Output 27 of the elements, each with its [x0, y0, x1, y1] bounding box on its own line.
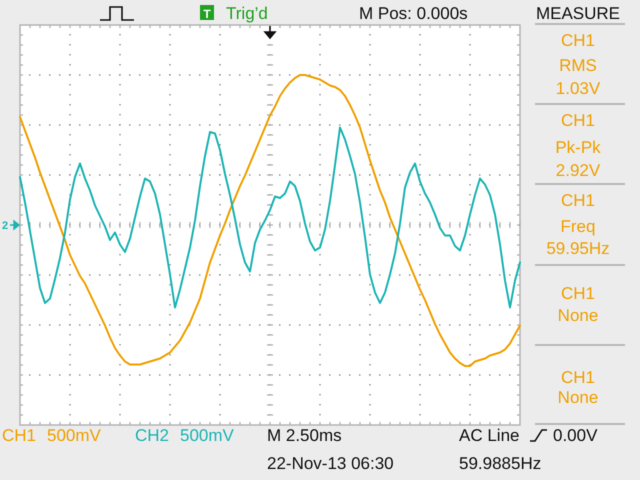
text: Freq	[560, 217, 596, 236]
text: Trig’d	[226, 4, 268, 23]
text: AC Line	[459, 426, 520, 445]
text: CH2	[135, 426, 170, 445]
text: MEASURE	[536, 4, 620, 23]
text: M Pos: 0.000s	[359, 4, 468, 23]
text: 2.92V	[556, 161, 601, 180]
text: 1.03V	[556, 79, 601, 98]
text: 59.95Hz	[546, 239, 610, 258]
text: Pk-Pk	[555, 138, 602, 157]
text: CH1	[560, 368, 596, 387]
text: 500mV	[180, 426, 235, 445]
text: M 2.50ms	[267, 426, 342, 445]
text: CH1	[560, 111, 596, 130]
text: RMS	[559, 56, 597, 75]
text: T	[203, 7, 212, 21]
text: CH1	[2, 426, 36, 445]
text: None	[558, 388, 598, 407]
text: CH1	[560, 191, 596, 210]
text: None	[558, 306, 598, 325]
text: 0.00V	[553, 426, 598, 445]
text: CH1	[560, 31, 596, 50]
text: CH1	[560, 284, 596, 303]
text: 2	[2, 220, 8, 232]
text: 22-Nov-13 06:30	[267, 454, 394, 473]
text: 59.9885Hz	[459, 454, 542, 473]
text: 500mV	[47, 426, 102, 445]
